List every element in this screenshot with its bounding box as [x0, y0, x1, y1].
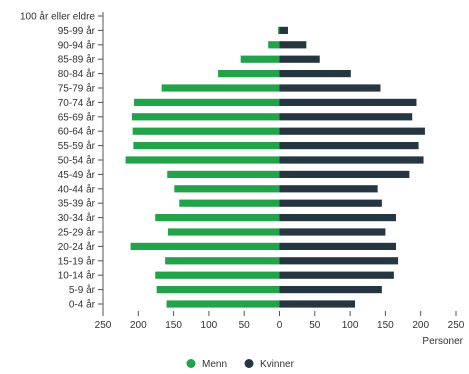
y-tick-label: 5-9 år [69, 284, 96, 296]
bar-kvinner[interactable] [279, 271, 394, 279]
y-tick-label: 65-69 år [58, 111, 96, 123]
y-tick-label: 35-39 år [58, 198, 96, 210]
y-tick-label: 70-74 år [58, 97, 96, 109]
legend-swatch [244, 359, 254, 368]
bar-menn[interactable] [167, 170, 280, 178]
legend-swatch [186, 359, 196, 368]
y-tick-label: 55-59 år [58, 140, 96, 152]
x-tick-label: 200 [412, 320, 429, 331]
bar-kvinner[interactable] [279, 228, 386, 236]
bar-kvinner[interactable] [279, 70, 351, 78]
x-tick-label: 50 [239, 320, 251, 331]
x-tick-label: 200 [130, 320, 147, 331]
bar-menn[interactable] [166, 300, 280, 308]
bars-group [125, 26, 425, 308]
y-tick-label: 40-44 år [58, 183, 96, 195]
x-tick-label: 100 [201, 320, 218, 331]
bar-kvinner[interactable] [279, 26, 288, 34]
bar-menn[interactable] [278, 26, 280, 34]
bar-kvinner[interactable] [279, 113, 413, 121]
bar-kvinner[interactable] [279, 142, 419, 150]
bar-menn[interactable] [131, 113, 280, 121]
y-tick-label: 60-64 år [58, 126, 96, 138]
bar-kvinner[interactable] [279, 286, 382, 294]
bar-menn[interactable] [268, 41, 280, 49]
y-tick-label: 75-79 år [58, 83, 96, 95]
y-tick-label: 85-89 år [58, 54, 96, 66]
bar-menn[interactable] [179, 199, 280, 207]
x-axis-label: Personer [422, 336, 463, 347]
y-tick-label: 100 år eller eldre [20, 11, 95, 23]
legend-label: Kvinner [260, 359, 295, 370]
bar-kvinner[interactable] [279, 84, 381, 92]
y-tick-label: 90-94 år [58, 39, 96, 51]
bar-kvinner[interactable] [279, 185, 378, 193]
bar-kvinner[interactable] [279, 156, 424, 164]
bar-menn[interactable] [156, 286, 280, 294]
legend[interactable]: Menn Kvinner [186, 359, 295, 370]
bar-kvinner[interactable] [279, 257, 399, 265]
x-tick-label: 150 [165, 320, 182, 331]
y-tick-label: 80-84 år [58, 68, 96, 80]
bar-kvinner[interactable] [279, 214, 396, 222]
legend-item-kvinner[interactable]: Kvinner [244, 359, 295, 370]
x-tick-label: 100 [342, 320, 359, 331]
bar-menn[interactable] [133, 142, 280, 150]
bar-menn[interactable] [161, 84, 280, 92]
y-tick-label: 95-99 år [58, 25, 96, 37]
bar-menn[interactable] [132, 127, 280, 135]
bar-kvinner[interactable] [279, 170, 410, 178]
bar-menn[interactable] [134, 98, 280, 106]
y-tick-label: 15-19 år [58, 255, 96, 267]
bar-menn[interactable] [174, 185, 280, 193]
bar-menn[interactable] [130, 242, 280, 250]
bar-menn[interactable] [240, 55, 280, 63]
y-tick-label: 20-24 år [58, 241, 96, 253]
x-tick-label: 250 [448, 320, 465, 331]
y-tick-label: 45-49 år [58, 169, 96, 181]
bar-menn[interactable] [125, 156, 280, 164]
bar-menn[interactable] [167, 228, 280, 236]
bar-menn[interactable] [155, 271, 280, 279]
x-tick-label: 150 [377, 320, 394, 331]
x-tick-label: 250 [95, 320, 112, 331]
bar-kvinner[interactable] [279, 41, 307, 49]
bar-menn[interactable] [218, 70, 280, 78]
bar-menn[interactable] [155, 214, 280, 222]
bar-kvinner[interactable] [279, 55, 320, 63]
bar-kvinner[interactable] [279, 242, 396, 250]
bar-menn[interactable] [165, 257, 280, 265]
y-tick-label: 10-14 år [58, 270, 96, 282]
x-axis: 250 200 150 100 50 0 50 100 150 200 250 [95, 311, 465, 331]
x-tick-label: 0 [277, 320, 283, 331]
bar-kvinner[interactable] [279, 300, 356, 308]
x-tick-label: 50 [309, 320, 321, 331]
bar-kvinner[interactable] [279, 199, 382, 207]
y-tick-label: 50-54 år [58, 155, 96, 167]
legend-label: Menn [202, 359, 227, 370]
bar-kvinner[interactable] [279, 98, 417, 106]
legend-item-menn[interactable]: Menn [186, 359, 228, 370]
y-tick-label: 0-4 år [69, 299, 96, 311]
bar-kvinner[interactable] [279, 127, 425, 135]
y-tick-label: 25-29 år [58, 227, 96, 239]
y-tick-label: 30-34 år [58, 212, 96, 224]
y-axis: 100 år eller eldre 95-99 år 90-94 år 85-89 … [20, 11, 104, 311]
